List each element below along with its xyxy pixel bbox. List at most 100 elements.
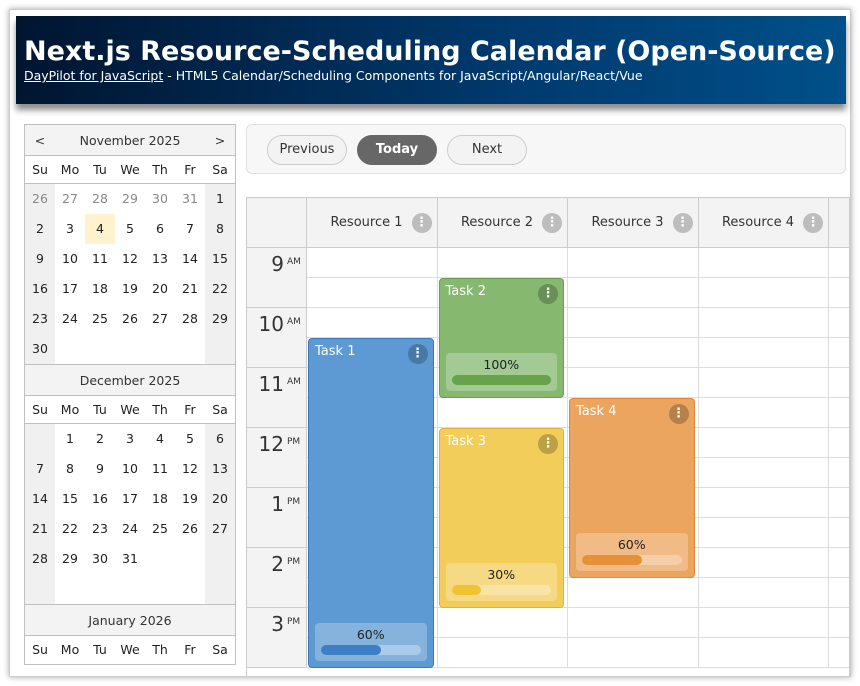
- day-cell[interactable]: 22: [205, 274, 235, 304]
- day-cell[interactable]: 1: [66, 431, 74, 446]
- day-cell[interactable]: 4: [156, 431, 164, 446]
- day-cell[interactable]: 18: [152, 491, 168, 506]
- day-cell[interactable]: 20: [205, 484, 235, 514]
- day-cell[interactable]: 9: [96, 461, 104, 476]
- resource-header[interactable]: Resource 1 ⋮: [307, 198, 438, 248]
- day-cell[interactable]: 26: [182, 521, 198, 536]
- time-slot[interactable]: [307, 578, 849, 608]
- day-cell[interactable]: 23: [25, 304, 55, 334]
- time-slot[interactable]: [307, 278, 849, 308]
- resource-header[interactable]: Resource 2 ⋮: [437, 198, 568, 248]
- time-slot[interactable]: [307, 308, 849, 338]
- more-options-icon[interactable]: ⋮: [672, 213, 693, 233]
- day-cell[interactable]: 20: [152, 281, 168, 296]
- day-cell[interactable]: 12: [182, 461, 198, 476]
- day-cell[interactable]: 8: [205, 214, 235, 244]
- day-cell[interactable]: 30: [152, 191, 168, 206]
- day-cell[interactable]: 30: [25, 334, 55, 364]
- day-cell[interactable]: 14: [25, 484, 55, 514]
- day-cell[interactable]: 24: [122, 521, 138, 536]
- day-cell[interactable]: 11: [92, 251, 108, 266]
- day-cell[interactable]: 29: [205, 304, 235, 334]
- date-navigator[interactable]: < > November 2025 Su Mo Tu We Th Fr Sa 26 27 28 29 30 3…: [24, 124, 236, 665]
- more-options-icon[interactable]: ⋮: [542, 213, 562, 233]
- event-menu-icon[interactable]: ⋮: [538, 434, 558, 454]
- day-cell[interactable]: 23: [92, 521, 108, 536]
- day-cell[interactable]: 28: [25, 544, 55, 574]
- day-cell[interactable]: 3: [66, 221, 74, 236]
- previous-button[interactable]: Previous: [267, 135, 347, 165]
- calendar-event[interactable]: Task 2 ⋮ 100%: [438, 278, 564, 398]
- event-menu-icon[interactable]: ⋮: [668, 404, 689, 424]
- day-cell[interactable]: 17: [62, 281, 78, 296]
- resource-header[interactable]: Resource 3 ⋮: [568, 198, 699, 248]
- resource-header[interactable]: Resource 4 ⋮: [698, 198, 829, 248]
- day-cell[interactable]: 27: [62, 191, 78, 206]
- time-slot[interactable]: [307, 338, 849, 368]
- day-cell[interactable]: 10: [62, 251, 78, 266]
- day-cell[interactable]: 5: [126, 221, 134, 236]
- time-slot[interactable]: [307, 638, 849, 668]
- event-menu-icon[interactable]: ⋮: [407, 344, 428, 364]
- day-cell[interactable]: 13: [205, 454, 235, 484]
- nav-prev-button[interactable]: <: [34, 133, 46, 148]
- day-cell[interactable]: 5: [186, 431, 194, 446]
- day-cell[interactable]: 2: [25, 214, 55, 244]
- day-cell[interactable]: 6: [156, 221, 164, 236]
- day-cell[interactable]: 25: [92, 311, 108, 326]
- day-cell[interactable]: 19: [182, 491, 198, 506]
- day-cell[interactable]: 18: [92, 281, 108, 296]
- day-cell[interactable]: 9: [25, 244, 55, 274]
- day-cell[interactable]: 31: [122, 551, 138, 566]
- day-cell[interactable]: 22: [62, 521, 78, 536]
- daypilot-link[interactable]: DayPilot for JavaScript: [24, 68, 164, 83]
- day-cell[interactable]: 28: [92, 191, 108, 206]
- day-cell[interactable]: 15: [62, 491, 78, 506]
- day-cell[interactable]: 7: [25, 454, 55, 484]
- day-cell[interactable]: 26: [25, 184, 55, 214]
- day-cell[interactable]: 14: [182, 251, 198, 266]
- day-cell[interactable]: 16: [92, 491, 108, 506]
- day-cell[interactable]: 11: [152, 461, 168, 476]
- calendar-event[interactable]: Task 3 ⋮ 30%: [438, 428, 564, 608]
- day-cell[interactable]: 28: [182, 311, 198, 326]
- calendar-grid[interactable]: Task 1 ⋮ 60% Task 2 ⋮ 100% Task 3 ⋮ 30% Task 4 ⋮ 60…: [307, 248, 849, 668]
- time-slot[interactable]: [307, 248, 849, 278]
- day-cell[interactable]: 6: [205, 424, 235, 454]
- empty-cell: [85, 574, 115, 604]
- day-cell[interactable]: 1: [205, 184, 235, 214]
- day-cell[interactable]: 16: [25, 274, 55, 304]
- next-button[interactable]: Next: [447, 135, 527, 165]
- day-cell[interactable]: 3: [126, 431, 134, 446]
- day-cell[interactable]: 27: [205, 514, 235, 544]
- day-cell[interactable]: 13: [152, 251, 168, 266]
- today-button[interactable]: Today: [357, 135, 437, 165]
- day-cell[interactable]: 12: [122, 251, 138, 266]
- day-cell[interactable]: 10: [122, 461, 138, 476]
- day-cell[interactable]: 27: [152, 311, 168, 326]
- day-cell[interactable]: 21: [182, 281, 198, 296]
- nav-next-button[interactable]: >: [214, 133, 226, 148]
- day-cell[interactable]: 24: [62, 311, 78, 326]
- day-cell[interactable]: 26: [122, 311, 138, 326]
- day-cell[interactable]: 2: [96, 431, 104, 446]
- more-options-icon[interactable]: ⋮: [411, 213, 432, 233]
- day-cell[interactable]: 25: [152, 521, 168, 536]
- day-cell[interactable]: 4: [85, 214, 115, 244]
- day-cell[interactable]: 8: [66, 461, 74, 476]
- calendar-event[interactable]: Task 4 ⋮ 60%: [569, 398, 695, 578]
- day-cell[interactable]: 17: [122, 491, 138, 506]
- event-menu-icon[interactable]: ⋮: [538, 284, 558, 304]
- day-cell[interactable]: 21: [25, 514, 55, 544]
- day-cell[interactable]: 29: [62, 551, 78, 566]
- more-options-icon[interactable]: ⋮: [803, 213, 823, 233]
- day-cell[interactable]: 19: [122, 281, 138, 296]
- day-cell[interactable]: 30: [92, 551, 108, 566]
- day-cell[interactable]: 7: [186, 221, 194, 236]
- time-slot[interactable]: [307, 368, 849, 398]
- day-cell[interactable]: 31: [182, 191, 198, 206]
- day-cell[interactable]: 15: [205, 244, 235, 274]
- time-slot[interactable]: [307, 608, 849, 638]
- calendar-event[interactable]: Task 1 ⋮ 60%: [308, 338, 434, 668]
- day-cell[interactable]: 29: [122, 191, 138, 206]
